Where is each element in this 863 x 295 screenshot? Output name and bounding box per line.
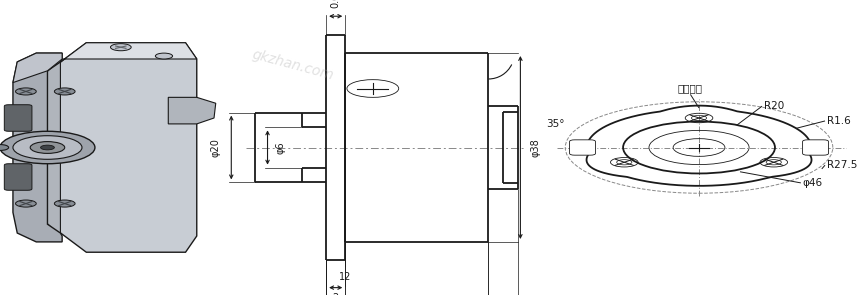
Circle shape <box>0 131 95 164</box>
Text: φ38: φ38 <box>531 138 541 157</box>
Text: R20: R20 <box>764 101 784 111</box>
Text: φ6: φ6 <box>275 141 286 154</box>
Circle shape <box>155 53 173 59</box>
Polygon shape <box>13 53 62 83</box>
Text: R27.5: R27.5 <box>827 160 857 170</box>
FancyBboxPatch shape <box>4 164 32 190</box>
Circle shape <box>54 88 75 95</box>
FancyBboxPatch shape <box>570 140 595 155</box>
Circle shape <box>16 200 36 207</box>
Circle shape <box>16 88 36 95</box>
Polygon shape <box>13 53 62 242</box>
Polygon shape <box>45 43 197 252</box>
Circle shape <box>13 136 82 159</box>
Circle shape <box>0 145 9 150</box>
Circle shape <box>110 44 131 51</box>
Text: gkzhan.com: gkzhan.com <box>251 47 336 83</box>
Text: φ46: φ46 <box>803 178 822 188</box>
FancyBboxPatch shape <box>4 105 32 131</box>
Text: 35°: 35° <box>546 119 564 129</box>
Text: φ20: φ20 <box>211 138 221 157</box>
Text: R1.6: R1.6 <box>827 116 851 126</box>
Circle shape <box>41 145 54 150</box>
Polygon shape <box>45 43 197 74</box>
Text: 12: 12 <box>339 272 351 282</box>
Text: 中点标记: 中点标记 <box>678 83 702 93</box>
Polygon shape <box>0 143 35 152</box>
Polygon shape <box>168 97 216 124</box>
Text: 2: 2 <box>332 293 339 295</box>
Circle shape <box>30 142 65 153</box>
FancyBboxPatch shape <box>803 140 828 155</box>
Polygon shape <box>45 59 60 236</box>
Circle shape <box>54 200 75 207</box>
Text: 0.6: 0.6 <box>331 0 341 8</box>
